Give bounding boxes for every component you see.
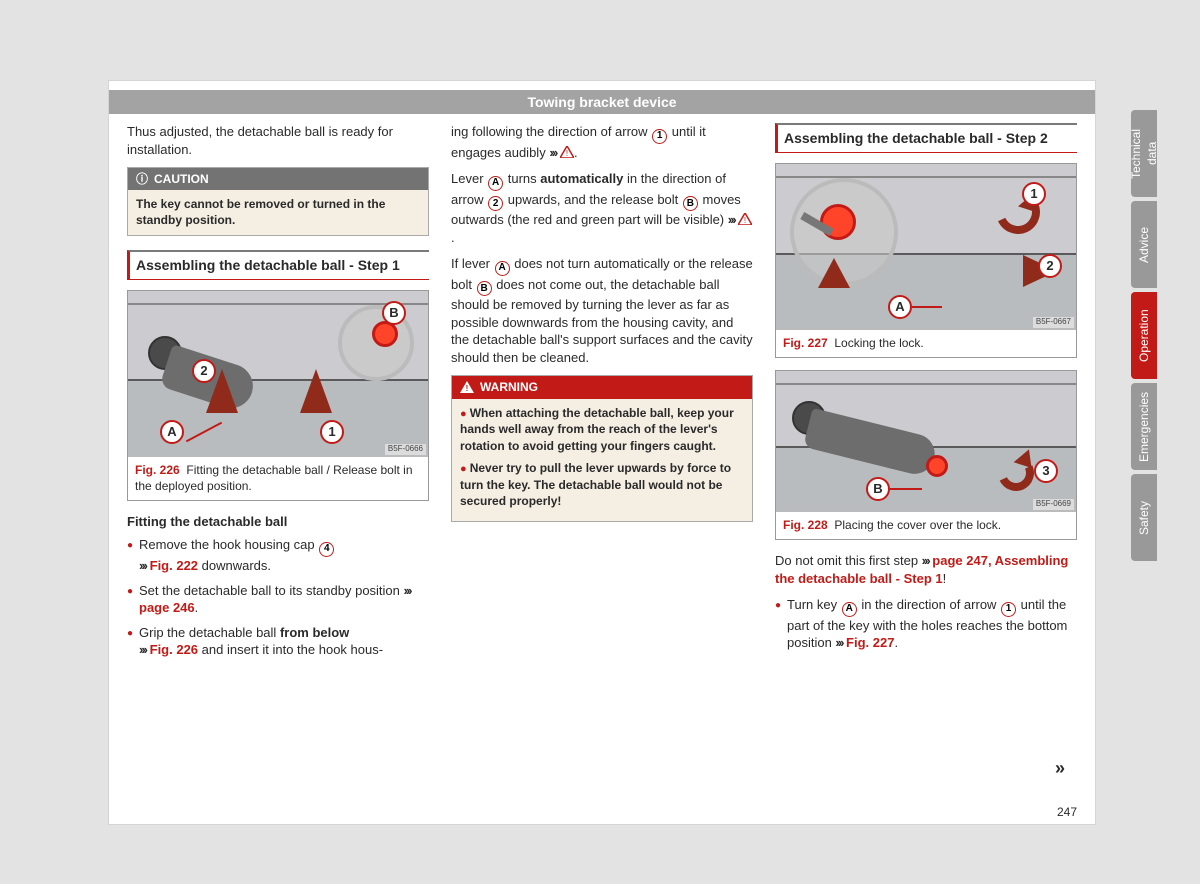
tab-technical-data[interactable]: Technical data [1131, 110, 1157, 197]
caution-box: ⓘ CAUTION The key cannot be removed or t… [127, 167, 429, 236]
warning-triangle-icon: ! [460, 381, 474, 393]
fig-ref: Fig. 222 [150, 558, 198, 573]
callout-B-inline: B [477, 281, 492, 296]
img-code-228: B5F-0669 [1033, 499, 1074, 510]
xref-arrows-icon: ››› [728, 212, 735, 227]
paragraph: ing following the direction of arrow 1 u… [451, 123, 753, 161]
page-ref: page 246 [139, 600, 195, 615]
callout-2-inline: 2 [488, 196, 503, 211]
xref-arrows-icon: ››› [549, 145, 556, 160]
caution-body: The key cannot be removed or turned in t… [128, 190, 428, 234]
tab-advice[interactable]: Advice [1131, 201, 1157, 288]
callout-A: A [160, 420, 184, 444]
warning-item: Never try to pull the lever upwards by f… [460, 460, 744, 509]
figure-228: B 3 B5F-0669 Fig. 228 Placing the cover … [775, 370, 1077, 540]
callout-A-inline: A [495, 261, 510, 276]
step1-instructions: Remove the hook housing cap 4 ››› Fig. 2… [127, 536, 429, 658]
warning-body: When attaching the detachable ball, keep… [452, 399, 752, 521]
img-code-226: B5F-0666 [385, 444, 426, 455]
svg-text:!: ! [744, 216, 746, 225]
fig-226-label: Fig. 226 [135, 463, 180, 477]
figure-227: A 1 2 B5F-0667 Fig. 227 Locking the lock… [775, 163, 1077, 358]
paragraph: Lever A turns automatically in the direc… [451, 170, 753, 246]
caution-text: The key cannot be removed or turned in t… [136, 197, 385, 227]
warning-box: ! WARNING When attaching the detachable … [451, 375, 753, 522]
callout-1: 1 [320, 420, 344, 444]
svg-text:!: ! [566, 149, 568, 158]
callout-2: 2 [1038, 254, 1062, 278]
xref-arrows-icon: ››› [404, 583, 411, 598]
callout-A: A [888, 295, 912, 319]
img-code-227: B5F-0667 [1033, 317, 1074, 328]
content-columns: Thus adjusted, the detachable ball is re… [127, 123, 1077, 804]
warning-triangle-icon: ! [560, 146, 574, 158]
callout-B: B [866, 477, 890, 501]
callout-2: 2 [192, 359, 216, 383]
side-tabs: Technical data Advice Operation Emergenc… [1131, 110, 1157, 561]
caution-label: CAUTION [154, 171, 209, 187]
xref-arrows-icon: ››› [835, 635, 842, 650]
callout-A-inline: A [488, 176, 503, 191]
figure-226-image: A 2 1 B B5F-0666 [128, 291, 428, 456]
section-header: Towing bracket device [109, 90, 1095, 114]
xref-arrows-icon: ››› [139, 642, 146, 657]
paragraph: If lever A does not turn automatically o… [451, 255, 753, 366]
instruction-item: Remove the hook housing cap 4 ››› Fig. 2… [127, 536, 429, 574]
callout-B-inline: B [683, 196, 698, 211]
callout-B: B [382, 301, 406, 325]
callout-4: 4 [319, 542, 334, 557]
step2-instructions: Turn key A in the direction of arrow 1 u… [775, 596, 1077, 652]
fig-227-label: Fig. 227 [783, 336, 828, 350]
manual-page: Towing bracket device Thus adjusted, the… [108, 80, 1096, 825]
callout-A-inline: A [842, 602, 857, 617]
tab-emergencies[interactable]: Emergencies [1131, 383, 1157, 470]
fitting-subheading: Fitting the detachable ball [127, 513, 429, 531]
step2-heading: Assembling the detachable ball - Step 2 [775, 123, 1077, 153]
xref-arrows-icon: ››› [139, 558, 146, 573]
fig-228-label: Fig. 228 [783, 518, 828, 532]
fig-ref: Fig. 227 [846, 635, 894, 650]
fig-228-caption: Fig. 228 Placing the cover over the lock… [776, 511, 1076, 539]
warning-label: WARNING [480, 379, 538, 395]
warning-header: ! WARNING [452, 376, 752, 398]
instruction-item: Turn key A in the direction of arrow 1 u… [775, 596, 1077, 652]
page-number: 247 [1057, 804, 1077, 820]
figure-228-image: B 3 B5F-0669 [776, 371, 1076, 511]
paragraph: Do not omit this first step ››› page 247… [775, 552, 1077, 587]
column-3: Assembling the detachable ball - Step 2 … [775, 123, 1077, 804]
figure-227-image: A 1 2 B5F-0667 [776, 164, 1076, 329]
tab-operation[interactable]: Operation [1131, 292, 1157, 379]
svg-text:!: ! [466, 384, 469, 393]
xref-arrows-icon: ››› [922, 553, 929, 568]
caution-header: ⓘ CAUTION [128, 168, 428, 190]
fig-226-caption: Fig. 226 Fitting the detachable ball / R… [128, 456, 428, 500]
warning-triangle-icon: ! [738, 213, 752, 225]
callout-1-inline: 1 [652, 129, 667, 144]
figure-226: A 2 1 B B5F-0666 Fig. 226 Fitting the de… [127, 290, 429, 501]
intro-paragraph: Thus adjusted, the detachable ball is re… [127, 123, 429, 158]
column-1: Thus adjusted, the detachable ball is re… [127, 123, 429, 804]
fig-ref: Fig. 226 [150, 642, 198, 657]
instruction-item: Grip the detachable ball from below ››› … [127, 624, 429, 659]
step1-heading: Assembling the detachable ball - Step 1 [127, 250, 429, 280]
column-2: ing following the direction of arrow 1 u… [451, 123, 753, 804]
continuation-arrows-icon: » [1055, 756, 1065, 780]
callout-1-inline: 1 [1001, 602, 1016, 617]
callout-1: 1 [1022, 182, 1046, 206]
info-icon: ⓘ [136, 171, 148, 187]
fig-227-caption: Fig. 227 Locking the lock. [776, 329, 1076, 357]
warning-item: When attaching the detachable ball, keep… [460, 405, 744, 454]
instruction-item: Set the detachable ball to its standby p… [127, 582, 429, 617]
tab-safety[interactable]: Safety [1131, 474, 1157, 561]
callout-3: 3 [1034, 459, 1058, 483]
